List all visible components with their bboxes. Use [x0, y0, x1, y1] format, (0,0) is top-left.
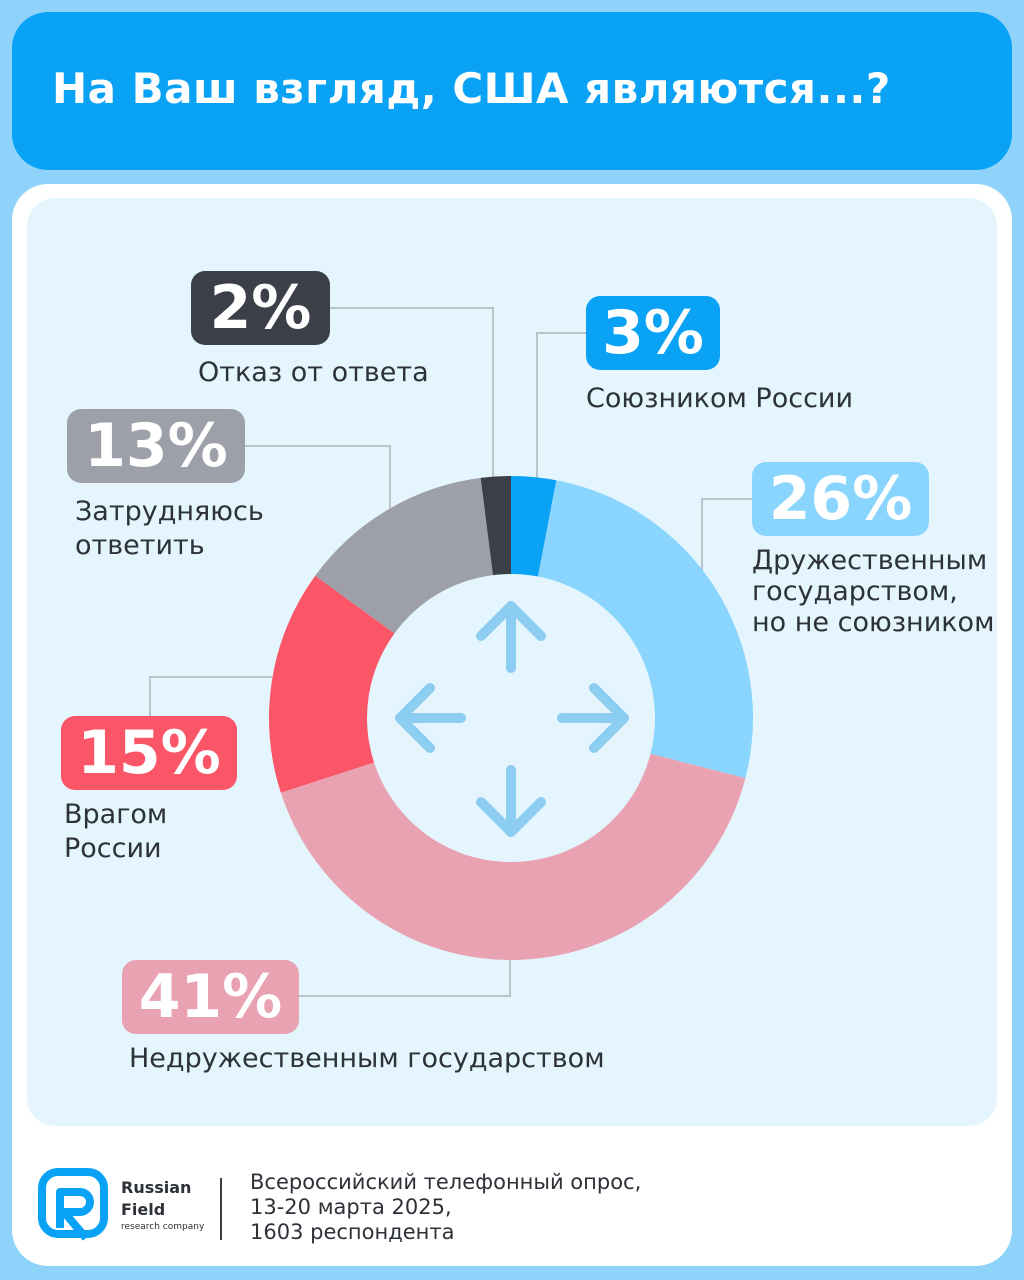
connector-enemy: [149, 676, 272, 716]
slice-label-enemy: Врагом России: [64, 799, 168, 864]
logo-subtitle: research company: [121, 1222, 205, 1232]
value-badge-13: 13%: [67, 409, 245, 483]
connector-unfriendly: [299, 950, 511, 997]
connector-refused: [330, 307, 494, 480]
slice-friendly: [537, 480, 753, 779]
connector-lines: [149, 307, 752, 997]
header-banner: На Ваш взгляд, США являются...?: [12, 12, 1012, 170]
slice-label-undecided: Затрудняюсь ответить: [75, 496, 264, 561]
slice-label-ally: Союзником России: [586, 383, 854, 414]
slice-label-friendly: Дружественным государством, но не союзни…: [752, 545, 995, 638]
slice-enemy: [269, 575, 395, 793]
survey-note: Всероссийский телефонный опрос, 13-20 ма…: [250, 1170, 642, 1244]
connector-friendly: [701, 498, 752, 570]
connector-undecided: [245, 445, 391, 510]
slice-undecided: [315, 477, 493, 634]
slice-refused: [480, 476, 511, 576]
slice-label-refused: Отказ от ответа: [198, 357, 429, 388]
value-badge-2: 2%: [191, 271, 330, 345]
logo-name-2: Field: [121, 1200, 166, 1219]
slice-label-unfriendly: Недружественным государством: [129, 1043, 605, 1074]
slice-ally: [511, 476, 557, 577]
value-badge-26: 26%: [752, 462, 929, 536]
value-badge-41: 41%: [122, 960, 299, 1034]
logo-name-1: Russian: [121, 1178, 192, 1197]
value-badge-3: 3%: [586, 296, 720, 370]
russian-field-logo-icon: [38, 1168, 108, 1241]
chart-title: На Ваш взгляд, США являются...?: [52, 64, 891, 113]
value-badge-15: 15%: [61, 716, 237, 790]
footer-divider: [220, 1178, 222, 1240]
four-arrows-icon: [395, 601, 629, 837]
connector-ally: [536, 332, 586, 480]
slice-unfriendly: [280, 753, 746, 960]
